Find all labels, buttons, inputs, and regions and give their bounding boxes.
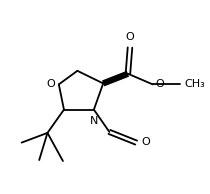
Text: O: O [141,137,150,147]
Text: O: O [156,79,165,89]
Text: CH₃: CH₃ [185,79,205,89]
Text: N: N [90,116,98,126]
Text: O: O [126,32,134,42]
Text: O: O [47,79,55,89]
